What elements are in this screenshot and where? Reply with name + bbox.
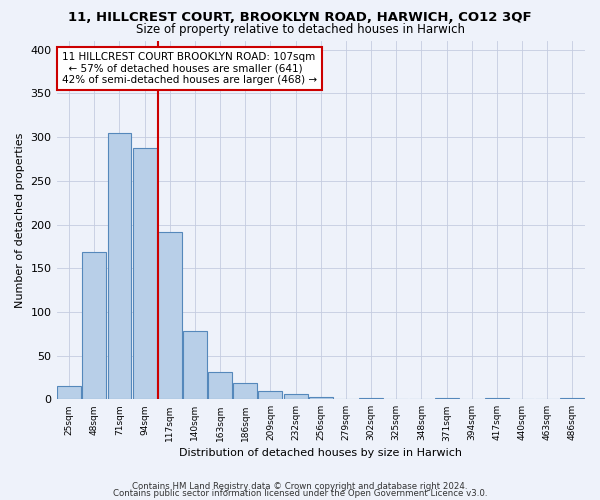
- Bar: [485, 398, 509, 400]
- Bar: [133, 148, 157, 400]
- Bar: [57, 386, 81, 400]
- Bar: [82, 252, 106, 400]
- Text: 11 HILLCREST COURT BROOKLYN ROAD: 107sqm
  ← 57% of detached houses are smaller : 11 HILLCREST COURT BROOKLYN ROAD: 107sqm…: [62, 52, 317, 85]
- Bar: [158, 232, 182, 400]
- Bar: [560, 398, 584, 400]
- Text: Size of property relative to detached houses in Harwich: Size of property relative to detached ho…: [136, 22, 464, 36]
- Bar: [107, 133, 131, 400]
- Bar: [284, 394, 308, 400]
- Bar: [434, 398, 458, 400]
- Bar: [208, 372, 232, 400]
- Bar: [259, 390, 283, 400]
- Bar: [359, 398, 383, 400]
- Y-axis label: Number of detached properties: Number of detached properties: [15, 132, 25, 308]
- Bar: [183, 331, 207, 400]
- Bar: [233, 382, 257, 400]
- Bar: [309, 396, 333, 400]
- Text: Contains HM Land Registry data © Crown copyright and database right 2024.: Contains HM Land Registry data © Crown c…: [132, 482, 468, 491]
- Text: Contains public sector information licensed under the Open Government Licence v3: Contains public sector information licen…: [113, 489, 487, 498]
- Text: 11, HILLCREST COURT, BROOKLYN ROAD, HARWICH, CO12 3QF: 11, HILLCREST COURT, BROOKLYN ROAD, HARW…: [68, 11, 532, 24]
- X-axis label: Distribution of detached houses by size in Harwich: Distribution of detached houses by size …: [179, 448, 462, 458]
